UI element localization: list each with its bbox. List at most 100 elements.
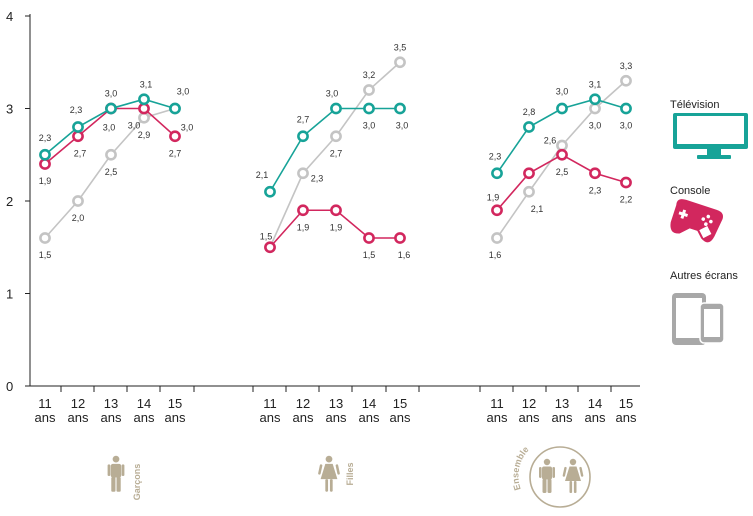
group-ensemble bbox=[491, 74, 632, 244]
data-label: 1,9 bbox=[297, 222, 310, 232]
data-label: 3,5 bbox=[394, 42, 407, 52]
data-label: 2,6 bbox=[544, 136, 557, 146]
data-point bbox=[264, 185, 276, 198]
phone-tablet-icon bbox=[672, 293, 725, 345]
y-tick-label: 2 bbox=[6, 194, 13, 209]
data-point bbox=[589, 93, 601, 106]
data-label: 1,6 bbox=[489, 250, 502, 260]
x-tick-label: 12 ans bbox=[519, 396, 540, 425]
data-label: 2,3 bbox=[489, 151, 502, 161]
ensemble-circle bbox=[529, 446, 591, 508]
boy-figure-icon bbox=[107, 455, 125, 492]
data-label: 3,2 bbox=[363, 70, 376, 80]
y-tick-label: 4 bbox=[6, 9, 13, 24]
data-point bbox=[363, 232, 375, 244]
data-point bbox=[394, 232, 406, 244]
x-tick-label: 15 ans bbox=[616, 396, 637, 425]
girl-figure-icon bbox=[318, 455, 340, 492]
data-label: 2,1 bbox=[531, 204, 544, 214]
group-garçons bbox=[39, 93, 181, 244]
data-point bbox=[620, 102, 632, 115]
data-point bbox=[523, 185, 535, 198]
data-label: 2,3 bbox=[70, 105, 83, 115]
data-point bbox=[394, 56, 406, 69]
data-label: 1,5 bbox=[363, 250, 376, 260]
data-point bbox=[491, 232, 503, 244]
data-point bbox=[589, 102, 601, 115]
data-point bbox=[105, 102, 117, 115]
data-label: 3,0 bbox=[103, 123, 116, 133]
data-point bbox=[363, 84, 375, 96]
data-point bbox=[297, 130, 309, 143]
data-point bbox=[589, 167, 601, 180]
data-label: 3,1 bbox=[140, 79, 153, 89]
y-tick-label: 1 bbox=[6, 287, 13, 302]
y-tick-label: 0 bbox=[6, 379, 13, 394]
data-point bbox=[138, 102, 150, 115]
data-label: 3,0 bbox=[396, 121, 409, 131]
legend-label: Autres écrans bbox=[670, 270, 738, 282]
girl-figure-icon bbox=[562, 458, 584, 493]
boy-figure-icon bbox=[539, 458, 555, 493]
gamepad-icon bbox=[670, 199, 724, 243]
data-label: 3,0 bbox=[556, 87, 569, 97]
data-point bbox=[72, 195, 84, 207]
data-label: 2,5 bbox=[556, 167, 569, 177]
group-figures: Garçons Filles Ensemble bbox=[107, 444, 591, 508]
data-point bbox=[39, 148, 51, 161]
data-point bbox=[169, 102, 181, 115]
group-label-garcons: Garçons bbox=[132, 464, 142, 501]
data-label: 1,6 bbox=[398, 250, 411, 260]
data-point bbox=[105, 148, 117, 161]
x-tick-label: 14 ans bbox=[134, 396, 155, 425]
data-label: 3,0 bbox=[589, 121, 602, 131]
data-point bbox=[72, 130, 84, 143]
data-label: 2,8 bbox=[523, 107, 536, 117]
data-point bbox=[556, 148, 568, 161]
data-point bbox=[39, 232, 51, 244]
data-point bbox=[72, 121, 84, 133]
data-label: 3,0 bbox=[363, 121, 376, 131]
data-label: 3,0 bbox=[128, 121, 141, 131]
data-label: 2,7 bbox=[74, 148, 87, 158]
data-point bbox=[620, 74, 632, 87]
data-label: 2,3 bbox=[311, 173, 324, 183]
legend-label: Console bbox=[670, 185, 710, 197]
data-label: 2,5 bbox=[105, 167, 118, 177]
x-tick-label: 12 ans bbox=[68, 396, 89, 425]
data-point bbox=[330, 130, 342, 143]
data-label: 2,0 bbox=[72, 213, 85, 223]
data-label: 2,3 bbox=[589, 185, 602, 195]
data-label: 3,1 bbox=[589, 79, 602, 89]
data-point bbox=[330, 102, 342, 115]
data-label: 3,0 bbox=[177, 87, 190, 97]
data-point bbox=[330, 204, 342, 217]
data-point bbox=[264, 241, 276, 254]
x-tick-label: 13 ans bbox=[552, 396, 573, 425]
chart-axes: 0 1 2 3 4 11 ans 12 ans 13 ans 14 ans 15 ans 11 ans 12 ans… bbox=[6, 9, 640, 425]
series-layer bbox=[39, 56, 632, 254]
data-point bbox=[297, 204, 309, 217]
data-point bbox=[138, 93, 150, 106]
data-label: 2,7 bbox=[330, 148, 343, 158]
data-label: 1,5 bbox=[260, 231, 273, 241]
x-tick-label: 11 ans bbox=[35, 396, 56, 425]
data-label: 2,7 bbox=[169, 148, 182, 158]
tv-icon bbox=[673, 113, 748, 159]
data-point bbox=[491, 204, 503, 217]
data-label: 2,7 bbox=[297, 114, 310, 124]
data-label: 3,0 bbox=[181, 123, 194, 133]
group-filles bbox=[264, 56, 406, 254]
data-point bbox=[556, 102, 568, 115]
x-tick-label: 13 ans bbox=[326, 396, 347, 425]
legend: Télévision Console Autres écrans bbox=[670, 99, 748, 345]
data-labels-layer: 1,52,02,52,93,01,92,73,0 3,02,72,32,33,03… bbox=[39, 42, 633, 260]
data-label: 3,0 bbox=[326, 89, 339, 99]
legend-label: Télévision bbox=[670, 99, 720, 111]
data-point bbox=[39, 158, 51, 170]
x-tick-label: 13 ans bbox=[101, 396, 122, 425]
x-tick-label: 11 ans bbox=[487, 396, 508, 425]
x-tick-label: 15 ans bbox=[390, 396, 411, 425]
data-point bbox=[169, 130, 181, 143]
